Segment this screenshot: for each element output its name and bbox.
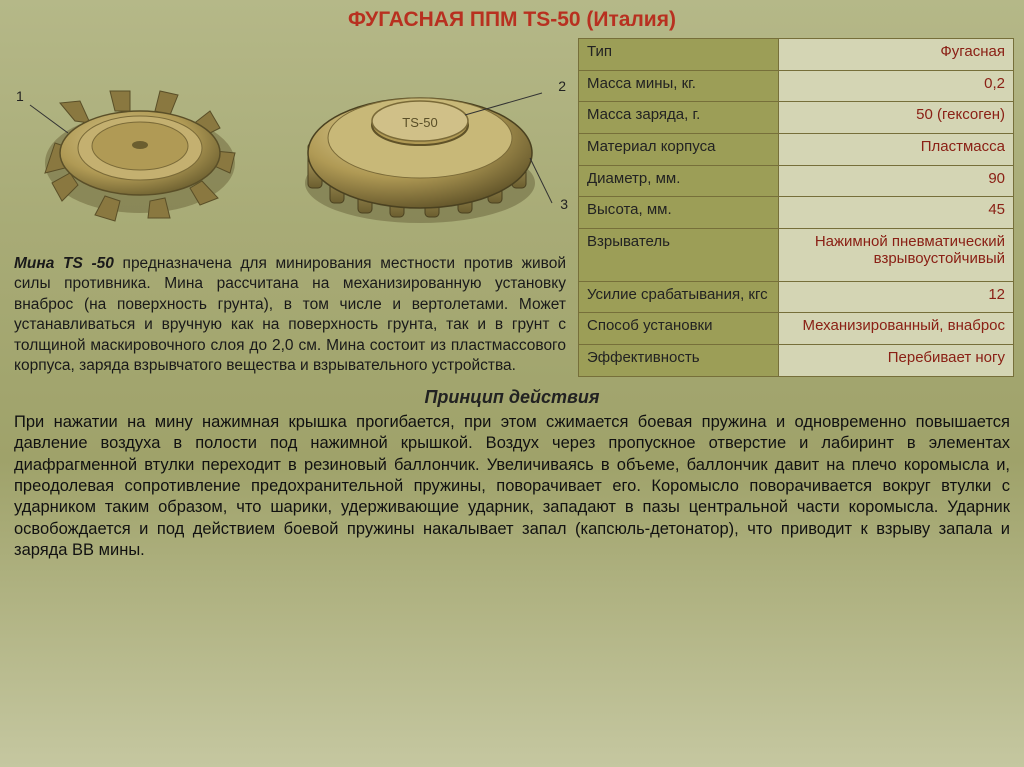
upper-section: TS-50 1 2 3 Мина TS -50 предназначена дл… <box>0 38 1024 377</box>
table-row: ТипФугасная <box>579 39 1014 71</box>
callout-3: 3 <box>560 196 568 212</box>
spec-value: 90 <box>779 165 1014 197</box>
mine-bottom-view <box>20 43 260 243</box>
spec-value: Механизированный, внаброс <box>779 313 1014 345</box>
principle-heading: Принцип действия <box>0 387 1024 408</box>
spec-value: Пластмасса <box>779 134 1014 166</box>
spec-table: ТипФугаснаяМасса мины, кг.0,2Масса заряд… <box>578 38 1014 377</box>
intro-body: предназначена для минирования местности … <box>14 255 566 374</box>
table-row: Способ установкиМеханизированный, внабро… <box>579 313 1014 345</box>
spec-label: Высота, мм. <box>579 197 779 229</box>
spec-label: Взрыватель <box>579 229 779 281</box>
mine-label-text: TS-50 <box>402 115 437 130</box>
spec-label: Тип <box>579 39 779 71</box>
spec-value: 12 <box>779 281 1014 313</box>
spec-table-body: ТипФугаснаяМасса мины, кг.0,2Масса заряд… <box>579 39 1014 377</box>
table-row: ВзрывательНажимной пневматический взрыво… <box>579 229 1014 281</box>
table-row: Масса заряда, г.50 (гексоген) <box>579 102 1014 134</box>
spec-value: Перебивает ногу <box>779 344 1014 376</box>
callout-2: 2 <box>558 78 566 94</box>
table-row: Усилие срабатывания, кгс12 <box>579 281 1014 313</box>
spec-label: Способ установки <box>579 313 779 345</box>
table-row: Диаметр, мм.90 <box>579 165 1014 197</box>
spec-value: Нажимной пневматический взрывоустойчивый <box>779 229 1014 281</box>
spec-label: Диаметр, мм. <box>579 165 779 197</box>
spec-label: Материал корпуса <box>579 134 779 166</box>
page-title: ФУГАСНАЯ ППМ TS-50 (Италия) <box>0 0 1024 38</box>
callout-1: 1 <box>16 88 24 104</box>
spec-value: 45 <box>779 197 1014 229</box>
spec-label: Эффективность <box>579 344 779 376</box>
spec-label: Усилие срабатывания, кгс <box>579 281 779 313</box>
spec-value: 50 (гексоген) <box>779 102 1014 134</box>
left-column: TS-50 1 2 3 Мина TS -50 предназначена дл… <box>10 38 578 377</box>
spec-value: Фугасная <box>779 39 1014 71</box>
principle-text: При нажатии на мину нажимная крышка прог… <box>0 412 1024 562</box>
spec-label: Масса мины, кг. <box>579 70 779 102</box>
mine-assembled-view: TS-50 <box>280 43 560 243</box>
spec-label: Масса заряда, г. <box>579 102 779 134</box>
intro-paragraph: Мина TS -50 предназначена для минировани… <box>10 248 570 377</box>
table-row: ЭффективностьПеребивает ногу <box>579 344 1014 376</box>
table-row: Высота, мм.45 <box>579 197 1014 229</box>
table-row: Масса мины, кг.0,2 <box>579 70 1014 102</box>
mine-illustration: TS-50 1 2 3 <box>10 38 570 248</box>
spec-value: 0,2 <box>779 70 1014 102</box>
table-row: Материал корпусаПластмасса <box>579 134 1014 166</box>
intro-lead: Мина TS -50 <box>14 255 114 272</box>
